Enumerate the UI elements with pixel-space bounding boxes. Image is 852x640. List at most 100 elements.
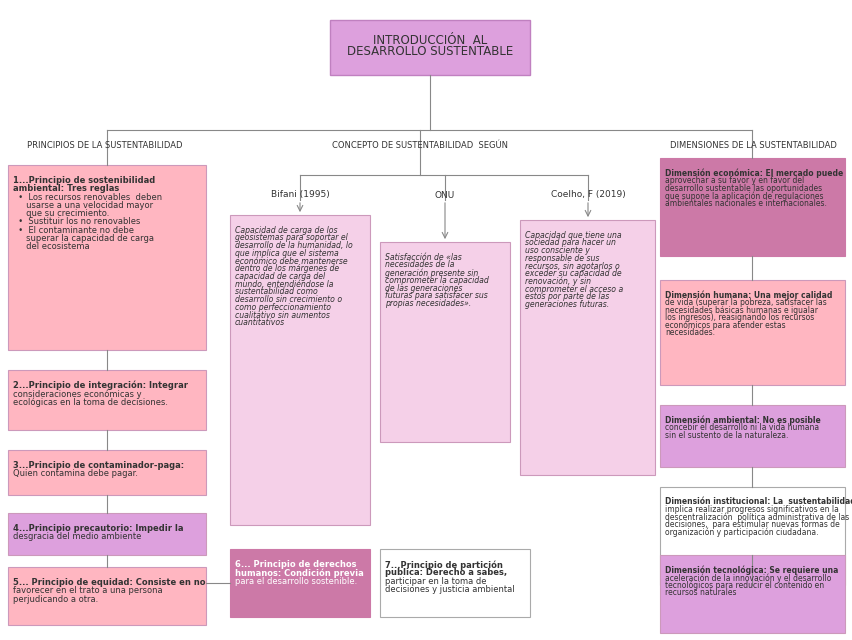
Text: necesidades de la: necesidades de la <box>384 260 454 269</box>
Text: renovación, y sin: renovación, y sin <box>524 277 590 287</box>
Text: 5... Principio de equidad: Consiste en no: 5... Principio de equidad: Consiste en n… <box>13 578 205 587</box>
Text: desarrollo sin crecimiento o: desarrollo sin crecimiento o <box>234 295 342 304</box>
Text: perjudicando a otra.: perjudicando a otra. <box>13 595 98 604</box>
Bar <box>8 165 206 350</box>
Text: Quien contamina debe pagar.: Quien contamina debe pagar. <box>13 469 138 478</box>
Bar <box>659 487 844 585</box>
Text: dentro de los márgenes de: dentro de los márgenes de <box>234 264 339 273</box>
Bar <box>659 555 844 633</box>
Text: uso consciente y: uso consciente y <box>524 246 590 255</box>
Text: concebir el desarrollo ni la vida humana: concebir el desarrollo ni la vida humana <box>665 423 818 432</box>
Text: 3...Principio de contaminador-paga:: 3...Principio de contaminador-paga: <box>13 461 184 470</box>
Text: sustentabilidad como: sustentabilidad como <box>234 287 318 296</box>
Text: comprometer la capacidad: comprometer la capacidad <box>384 276 488 285</box>
Text: desgracia del medio ambiente: desgracia del medio ambiente <box>13 532 141 541</box>
Text: Bifani (1995): Bifani (1995) <box>270 191 329 200</box>
Text: recursos, sin agotarlos o: recursos, sin agotarlos o <box>524 262 619 271</box>
Text: aprovechar a su favor y en favor del: aprovechar a su favor y en favor del <box>665 176 803 185</box>
Text: geosistemas para soportar el: geosistemas para soportar el <box>234 234 348 243</box>
Text: cuantitativos: cuantitativos <box>234 318 285 327</box>
Text: exceder su capacidad de: exceder su capacidad de <box>524 269 621 278</box>
Text: Satisfacción de «las: Satisfacción de «las <box>384 253 461 262</box>
Text: sociedad para hacer un: sociedad para hacer un <box>524 238 615 247</box>
Text: comprometer el acceso a: comprometer el acceso a <box>524 285 623 294</box>
Bar <box>659 158 844 256</box>
Text: los ingresos), reasignando los recursos: los ingresos), reasignando los recursos <box>665 313 814 323</box>
Text: que supone la aplicación de regulaciones: que supone la aplicación de regulaciones <box>665 191 822 201</box>
Text: 2...Principio de integración: Integrar: 2...Principio de integración: Integrar <box>13 381 187 390</box>
Text: 7...Principio de partición: 7...Principio de partición <box>384 560 503 570</box>
Bar <box>8 567 206 625</box>
Text: Dimensión institucional: La  sustentabilidad: Dimensión institucional: La sustentabili… <box>665 497 852 506</box>
Text: INTRODUCCIÓN  AL: INTRODUCCIÓN AL <box>372 33 486 47</box>
Text: Dimensión económica: El mercado puede: Dimensión económica: El mercado puede <box>665 168 843 178</box>
Text: organización y participación ciudadana.: organización y participación ciudadana. <box>665 528 818 538</box>
Text: descentralización  política administrativa de las: descentralización política administrativ… <box>665 513 849 522</box>
Bar <box>8 513 206 555</box>
Text: de las generaciones: de las generaciones <box>384 284 462 292</box>
Text: ecológicas en la toma de decisiones.: ecológicas en la toma de decisiones. <box>13 397 168 407</box>
Text: Dimensión humana: Una mejor calidad: Dimensión humana: Una mejor calidad <box>665 291 832 300</box>
Text: participar en la toma de: participar en la toma de <box>384 577 486 586</box>
Text: superar la capacidad de carga: superar la capacidad de carga <box>13 234 154 243</box>
Text: económicos para atender estas: económicos para atender estas <box>665 321 785 330</box>
Text: publica: Derecho a sabes,: publica: Derecho a sabes, <box>384 568 507 577</box>
Bar <box>659 405 844 467</box>
Text: consideraciones económicas y: consideraciones económicas y <box>13 389 141 399</box>
Bar <box>330 20 529 75</box>
Text: 4...Principio precautorio: Impedir la: 4...Principio precautorio: Impedir la <box>13 524 183 533</box>
Text: recursos naturales: recursos naturales <box>665 588 735 597</box>
Text: propias necesidades».: propias necesidades». <box>384 299 470 308</box>
Text: ambiental: Tres reglas: ambiental: Tres reglas <box>13 184 119 193</box>
Text: necesidades básicas humanas e igualar: necesidades básicas humanas e igualar <box>665 306 817 315</box>
Text: cualitativo sin aumentos: cualitativo sin aumentos <box>234 310 330 319</box>
Text: de vida (superar la pobreza, satisfacer las: de vida (superar la pobreza, satisfacer … <box>665 298 826 307</box>
Text: usarse a una velocidad mayor: usarse a una velocidad mayor <box>13 201 153 210</box>
Text: desarrollo sustentable las oportunidades: desarrollo sustentable las oportunidades <box>665 184 821 193</box>
Text: •  El contaminante no debe: • El contaminante no debe <box>13 226 134 235</box>
Text: capacidad de carga del: capacidad de carga del <box>234 272 325 281</box>
Text: generaciones futuras.: generaciones futuras. <box>524 300 608 309</box>
Text: tecnológicos para reducir el contenido en: tecnológicos para reducir el contenido e… <box>665 580 823 590</box>
Text: ONU: ONU <box>435 191 455 200</box>
Bar <box>230 215 370 525</box>
Text: mundo, entendiéndose la: mundo, entendiéndose la <box>234 280 333 289</box>
Text: necesidades.: necesidades. <box>665 328 714 337</box>
Bar <box>520 220 654 475</box>
Text: decisiones,  para estimular nuevas formas de: decisiones, para estimular nuevas formas… <box>665 520 838 529</box>
Text: Dimensión ambiental: No es posible: Dimensión ambiental: No es posible <box>665 415 820 425</box>
Text: DIMENSIONES DE LA SUSTENTABILIDAD: DIMENSIONES DE LA SUSTENTABILIDAD <box>669 141 836 150</box>
Text: futuras para satisfacer sus: futuras para satisfacer sus <box>384 291 487 300</box>
Text: como perfeccionamiento: como perfeccionamiento <box>234 303 331 312</box>
Text: económico debe mantenerse: económico debe mantenerse <box>234 257 348 266</box>
Bar <box>230 549 370 617</box>
Text: 6... Principio de derechos: 6... Principio de derechos <box>234 560 356 569</box>
Text: Dimensión tecnológica: Se requiere una: Dimensión tecnológica: Se requiere una <box>665 566 838 575</box>
Bar <box>659 280 844 385</box>
Text: 1...Principio de sostenibilidad: 1...Principio de sostenibilidad <box>13 176 155 185</box>
Text: responsable de sus: responsable de sus <box>524 254 599 263</box>
Text: •  Sustituir los no renovables: • Sustituir los no renovables <box>13 218 141 227</box>
Text: Capacidad de carga de los: Capacidad de carga de los <box>234 226 337 235</box>
Bar <box>8 370 206 430</box>
Text: estos por parte de las: estos por parte de las <box>524 292 608 301</box>
Text: implica realizar progresos significativos en la: implica realizar progresos significativo… <box>665 505 838 514</box>
Text: PRINCIPIOS DE LA SUSTENTABILIDAD: PRINCIPIOS DE LA SUSTENTABILIDAD <box>27 141 182 150</box>
Text: que implica que el sistema: que implica que el sistema <box>234 249 338 258</box>
Text: desarrollo de la humanidad, lo: desarrollo de la humanidad, lo <box>234 241 353 250</box>
Text: que su crecimiento.: que su crecimiento. <box>13 209 109 218</box>
Text: DESARROLLO SUSTENTABLE: DESARROLLO SUSTENTABLE <box>347 45 513 58</box>
Text: favorecer en el trato a una persona: favorecer en el trato a una persona <box>13 586 163 595</box>
Text: sin el sustento de la naturaleza.: sin el sustento de la naturaleza. <box>665 431 787 440</box>
Text: humanos: Condición previa: humanos: Condición previa <box>234 568 363 578</box>
Text: del ecosistema: del ecosistema <box>13 242 89 252</box>
Text: para el desarrollo sostenible.: para el desarrollo sostenible. <box>234 577 357 586</box>
Text: ambientales nacionales e internacionales.: ambientales nacionales e internacionales… <box>665 199 826 208</box>
Bar <box>379 549 529 617</box>
Text: Capacidad que tiene una: Capacidad que tiene una <box>524 230 621 239</box>
Text: generación presente sin: generación presente sin <box>384 268 478 278</box>
Bar <box>8 450 206 495</box>
Text: aceleración de la innovación y el desarrollo: aceleración de la innovación y el desarr… <box>665 573 831 582</box>
Bar <box>379 242 509 442</box>
Text: decisiones y justicia ambiental: decisiones y justicia ambiental <box>384 585 514 594</box>
